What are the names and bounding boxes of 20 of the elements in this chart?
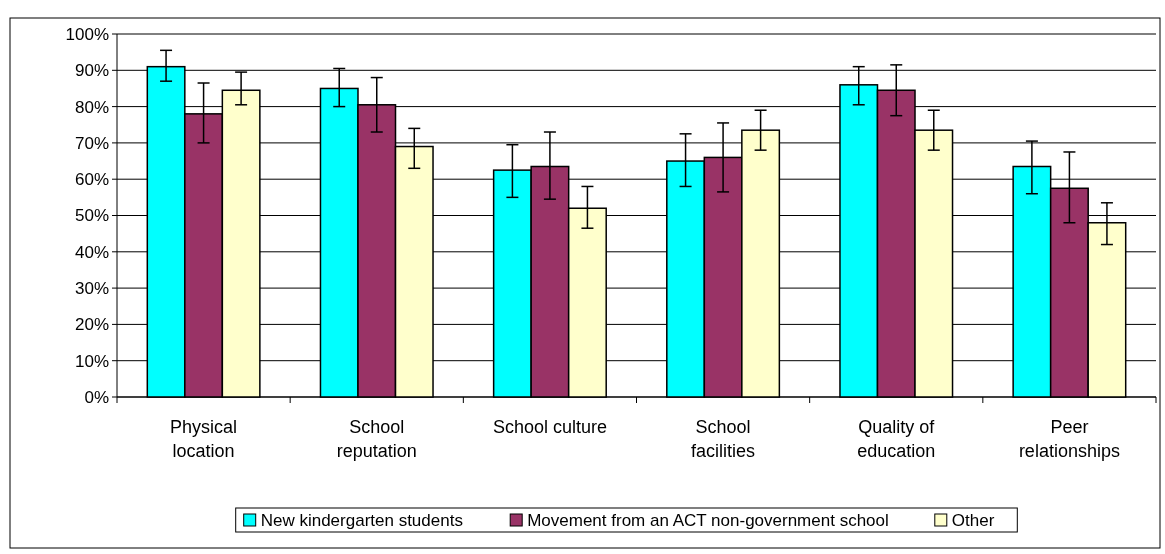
legend-label: Movement from an ACT non-government school	[527, 510, 889, 530]
y-tick-label: 40%	[74, 242, 109, 262]
y-tick-label: 100%	[65, 24, 109, 44]
y-tick-label: 30%	[74, 279, 109, 299]
x-tick-label: Quality of education	[857, 417, 936, 461]
x-tick-label: Peer relationships	[1018, 417, 1120, 461]
x-tick-label: School facilities	[691, 417, 756, 461]
x-tick-label: School reputation	[336, 417, 417, 461]
legend-label: Other	[951, 510, 995, 530]
y-tick-label: 50%	[74, 206, 109, 226]
y-tick-label: 70%	[74, 133, 109, 153]
y-tick-label: 0%	[84, 387, 109, 407]
legend-label: New kindergarten students	[260, 510, 463, 530]
y-tick-label: 20%	[74, 315, 109, 335]
x-tick-label: Physical location	[170, 417, 238, 461]
y-tick-label: 60%	[74, 170, 109, 190]
x-tick-label: School culture	[492, 417, 607, 437]
y-tick-label: 10%	[74, 351, 109, 371]
y-tick-label: 80%	[74, 97, 109, 117]
y-tick-label: 90%	[74, 61, 109, 81]
